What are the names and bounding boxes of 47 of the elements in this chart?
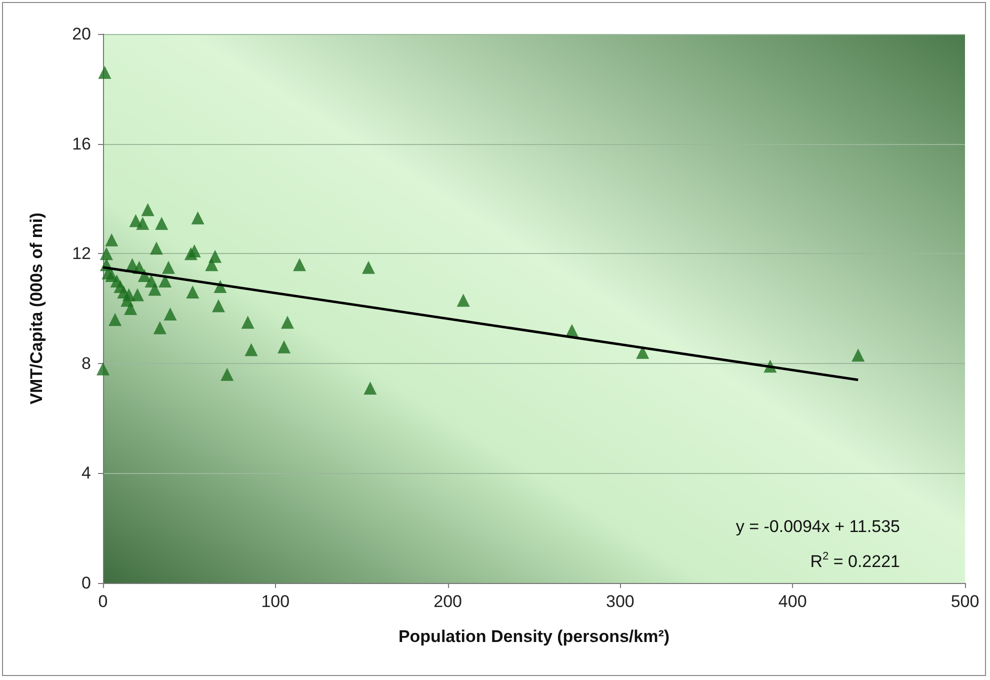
- point: [164, 307, 177, 320]
- y-tick-label: 16: [72, 134, 91, 154]
- point: [98, 66, 112, 79]
- x-tick-label: 0: [98, 592, 108, 611]
- y-tick-label: 20: [72, 24, 91, 44]
- y-tick-label: 8: [82, 354, 91, 373]
- x-tick-label: 400: [778, 592, 807, 611]
- point: [364, 382, 377, 395]
- point: [148, 282, 162, 296]
- point: [293, 258, 306, 272]
- point: [96, 362, 110, 376]
- y-tick-label: 12: [72, 244, 91, 264]
- x-tick-label: 500: [950, 592, 980, 611]
- point: [155, 216, 168, 230]
- point: [278, 340, 291, 354]
- point: [162, 260, 176, 274]
- point: [241, 316, 254, 329]
- point: [141, 203, 154, 216]
- x-tick-label: 300: [606, 592, 634, 611]
- point: [130, 288, 144, 302]
- point: [100, 247, 113, 260]
- point: [108, 312, 122, 326]
- y-tick-label: 4: [82, 464, 91, 483]
- point: [124, 302, 138, 315]
- point: [153, 321, 166, 334]
- x-tick-label: 100: [261, 592, 290, 611]
- point: [456, 294, 470, 307]
- y-axis-title: VMT/Capita (000s of mi): [27, 212, 46, 404]
- point: [188, 244, 201, 258]
- point: [362, 260, 375, 274]
- point: [220, 368, 234, 381]
- point: [212, 299, 226, 312]
- point: [852, 348, 865, 362]
- point: [244, 343, 258, 356]
- annotation: y = -0.0094x + 11.535: [736, 517, 900, 536]
- point: [105, 233, 118, 246]
- point: [208, 250, 222, 263]
- point: [150, 242, 163, 255]
- point: [191, 211, 204, 224]
- y-tick-label: 0: [82, 574, 91, 592]
- point: [280, 316, 294, 329]
- x-axis-title: Population Density (persons/km²): [398, 627, 670, 646]
- point: [636, 346, 650, 359]
- point: [158, 274, 172, 288]
- point: [186, 286, 200, 299]
- x-tick-label: 200: [434, 592, 462, 611]
- point: [136, 216, 150, 230]
